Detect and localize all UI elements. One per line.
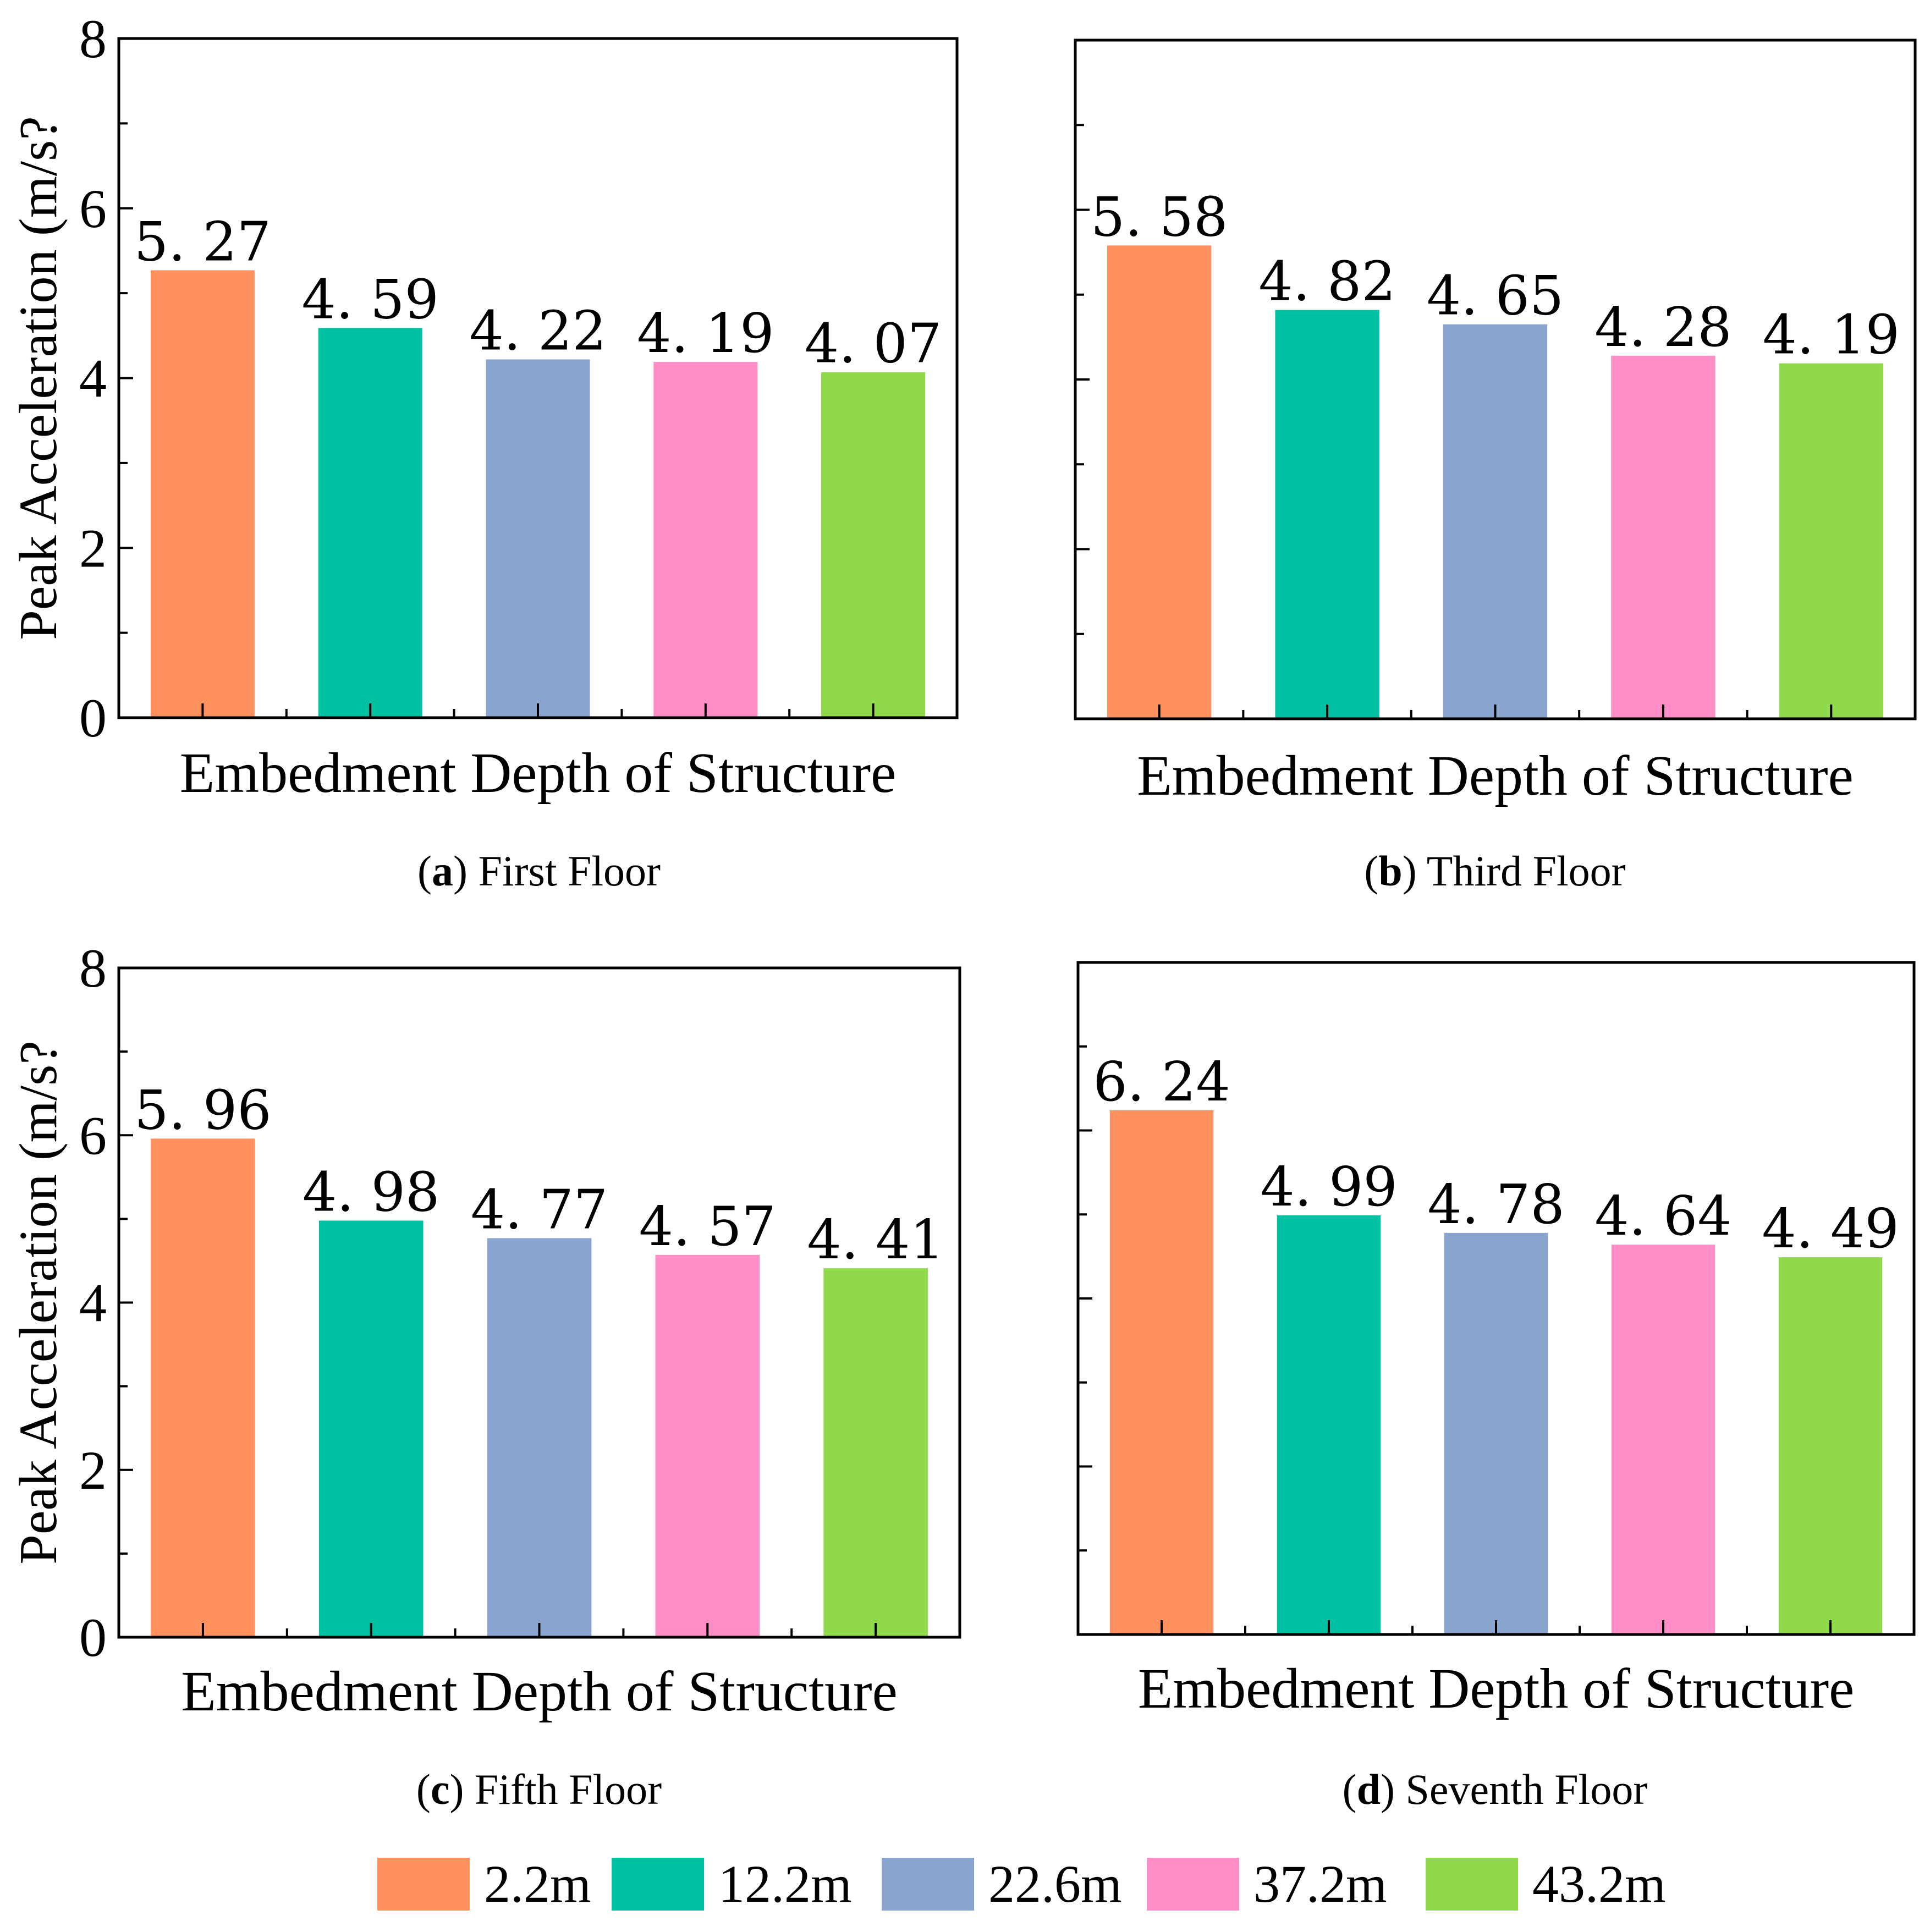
x-axis-title: Embedment Depth of Structure xyxy=(180,741,897,805)
bar-d-5 xyxy=(1778,1257,1883,1634)
y-axis-title: Peak Acceleration (m/s? xyxy=(9,116,68,640)
data-label-d-1: 6. 24 xyxy=(1093,1051,1230,1114)
y-tick-label: 2 xyxy=(79,1440,107,1501)
data-label-d-3: 4. 78 xyxy=(1427,1174,1564,1236)
y-tick-label: 6 xyxy=(79,1105,107,1166)
panel-caption: (a) First Floor xyxy=(417,847,661,895)
data-label-b-2: 4. 82 xyxy=(1258,251,1395,313)
legend-label-5: 43.2m xyxy=(1532,1854,1666,1913)
data-label-c-2: 4. 98 xyxy=(303,1161,439,1224)
data-label-a-1: 5. 27 xyxy=(134,211,271,273)
legend-label-2: 12.2m xyxy=(718,1854,852,1913)
caption-open-paren: ( xyxy=(417,847,432,895)
panel-caption: (d) Seventh Floor xyxy=(1343,1765,1648,1813)
bar-c-4 xyxy=(655,1254,760,1637)
y-tick-label: 8 xyxy=(79,938,107,999)
y-tick-label: 0 xyxy=(79,1607,107,1668)
caption-text: First Floor xyxy=(468,847,661,895)
y-axis-title: Peak Acceleration (m/s? xyxy=(9,1041,68,1564)
legend-swatch-5 xyxy=(1426,1858,1518,1911)
y-tick-label: 2 xyxy=(79,518,107,579)
bar-b-5 xyxy=(1779,363,1883,719)
bar-d-2 xyxy=(1277,1215,1381,1634)
bar-d-3 xyxy=(1444,1232,1548,1634)
legend-swatch-2 xyxy=(612,1858,704,1911)
bar-c-1 xyxy=(151,1138,255,1637)
data-label-c-1: 5. 96 xyxy=(134,1079,271,1142)
data-label-a-2: 4. 59 xyxy=(302,268,439,331)
chart-panel-d: 6. 24 4. 99 4. 78 4. 64 4. 49 Embedment Depth… xyxy=(1076,961,1916,1813)
caption-close-paren: ) xyxy=(449,1765,464,1813)
caption-text: Fifth Floor xyxy=(464,1765,662,1813)
bar-b-3 xyxy=(1443,324,1548,719)
caption-open-paren: ( xyxy=(1364,847,1378,895)
data-label-b-3: 4. 65 xyxy=(1427,265,1564,328)
x-axis-title: Embedment Depth of Structure xyxy=(181,1660,898,1723)
y-tick-label: 0 xyxy=(79,687,107,748)
caption-text: Seventh Floor xyxy=(1395,1765,1647,1813)
bar-d-1 xyxy=(1109,1110,1214,1634)
caption-close-paren: ) xyxy=(453,847,468,895)
data-label-a-4: 4. 19 xyxy=(637,302,774,365)
legend: 2.2m 12.2m 22.6m 37.2m 43.2m xyxy=(377,1854,1666,1913)
bar-a-1 xyxy=(150,270,255,718)
bar-a-3 xyxy=(486,359,590,718)
y-tick-label: 8 xyxy=(79,8,107,69)
data-label-d-4: 4. 64 xyxy=(1594,1185,1731,1248)
chart-panel-b: 5. 58 4. 82 4. 65 4. 28 4. 19 Embedment Depth… xyxy=(1074,38,1917,895)
data-label-a-3: 4. 22 xyxy=(469,300,606,363)
data-label-c-3: 4. 77 xyxy=(471,1179,608,1241)
caption-text: Third Floor xyxy=(1417,847,1626,895)
bar-c-3 xyxy=(487,1238,592,1637)
data-label-d-5: 4. 49 xyxy=(1762,1198,1899,1261)
bar-d-4 xyxy=(1611,1245,1715,1634)
data-label-c-5: 4. 41 xyxy=(807,1209,944,1272)
legend-swatch-3 xyxy=(882,1858,974,1911)
legend-label-4: 37.2m xyxy=(1253,1854,1387,1913)
data-label-b-1: 5. 58 xyxy=(1091,186,1228,249)
caption-letter: b xyxy=(1378,847,1402,895)
data-label-d-2: 4. 99 xyxy=(1260,1156,1397,1219)
x-axis-title: Embedment Depth of Structure xyxy=(1138,1657,1855,1720)
bar-a-4 xyxy=(653,362,758,718)
caption-close-paren: ) xyxy=(1403,847,1417,895)
bar-a-2 xyxy=(318,328,422,718)
caption-open-paren: ( xyxy=(416,1765,431,1813)
y-tick-label: 4 xyxy=(79,348,107,409)
caption-letter: a xyxy=(432,847,453,895)
caption-close-paren: ) xyxy=(1381,1765,1395,1813)
bar-c-5 xyxy=(823,1268,928,1637)
legend-swatch-1 xyxy=(377,1858,470,1911)
caption-letter: d xyxy=(1357,1765,1381,1813)
legend-label-1: 2.2m xyxy=(484,1854,591,1913)
bar-a-5 xyxy=(821,372,926,718)
bar-c-2 xyxy=(318,1220,424,1637)
data-label-c-4: 4. 57 xyxy=(639,1196,776,1258)
bar-b-1 xyxy=(1107,245,1212,719)
bar-b-2 xyxy=(1275,310,1379,719)
panel-caption: (b) Third Floor xyxy=(1364,847,1625,895)
data-label-b-5: 4. 19 xyxy=(1763,304,1900,367)
legend-label-3: 22.6m xyxy=(988,1854,1122,1913)
y-tick-label: 4 xyxy=(79,1273,107,1334)
legend-swatch-4 xyxy=(1147,1858,1239,1911)
data-label-a-5: 4. 07 xyxy=(805,313,942,376)
bar-b-4 xyxy=(1611,355,1715,719)
y-tick-label: 6 xyxy=(79,178,107,239)
x-axis-title: Embedment Depth of Structure xyxy=(1137,744,1854,807)
data-label-b-4: 4. 28 xyxy=(1594,296,1731,359)
panel-caption: (c) Fifth Floor xyxy=(416,1765,662,1813)
caption-open-paren: ( xyxy=(1343,1765,1357,1813)
caption-letter: c xyxy=(431,1765,450,1813)
